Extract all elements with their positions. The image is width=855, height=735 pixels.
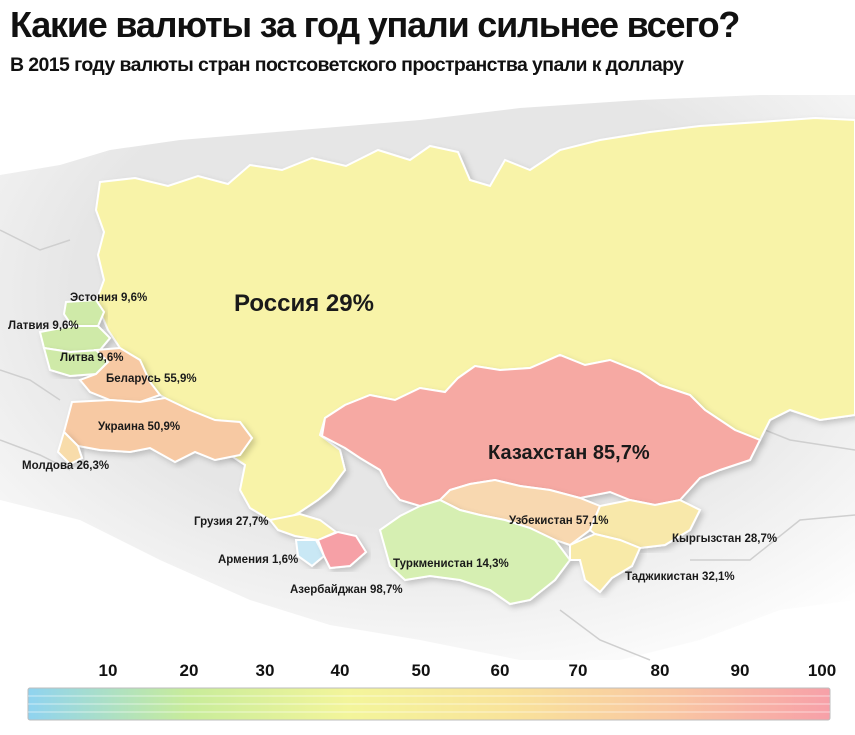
scale-tick-80: 80 <box>651 661 670 680</box>
label-lithuania: Литва 9,6% <box>60 352 124 364</box>
scale-tick-70: 70 <box>569 661 588 680</box>
label-belarus: Беларусь 55,9% <box>106 373 197 385</box>
label-ukraine: Украина 50,9% <box>98 421 180 433</box>
country-kazakhstan[interactable] <box>320 353 762 508</box>
label-latvia: Латвия 9,6% <box>8 320 79 332</box>
label-kazakhstan: Казахстан 85,7% <box>488 442 650 464</box>
page-subtitle: В 2015 году валюты стран постсоветского … <box>10 54 684 76</box>
label-moldova: Молдова 26,3% <box>22 460 109 472</box>
label-georgia: Грузия 27,7% <box>194 516 269 528</box>
country-ukraine[interactable] <box>62 396 254 464</box>
label-russia: Россия 29% <box>234 290 374 317</box>
label-kyrgyzstan: Кыргызстан 28,7% <box>672 533 777 545</box>
page-title: Какие валюты за год упали сильнее всего? <box>10 4 740 45</box>
scale-tick-90: 90 <box>731 661 750 680</box>
label-turkmenistan: Туркменистан 14,3% <box>393 558 509 570</box>
label-azerbaijan: Азербайджан 98,7% <box>290 584 403 596</box>
scale-tick-40: 40 <box>331 661 350 680</box>
label-tajikistan: Таджикистан 32,1% <box>625 571 735 583</box>
scale-tick-60: 60 <box>491 661 510 680</box>
label-armenia: Армения 1,6% <box>218 554 298 566</box>
background-borders <box>0 229 855 661</box>
scale-tick-30: 30 <box>256 661 275 680</box>
label-uzbekistan: Узбекистан 57,1% <box>509 515 609 527</box>
country-tajikistan[interactable] <box>569 532 642 594</box>
label-estonia: Эстония 9,6% <box>70 292 147 304</box>
scale-tick-100: 100 <box>808 661 836 680</box>
scale-bar-texture <box>28 695 830 713</box>
legend-scale: 10 20 30 40 50 60 70 80 90 100 <box>27 661 836 721</box>
scale-tick-20: 20 <box>180 661 199 680</box>
country-armenia[interactable] <box>294 539 326 568</box>
country-azerbaijan[interactable] <box>316 530 368 570</box>
country-labels: Эстония 9,6% Латвия 9,6% Литва 9,6% Бела… <box>8 290 777 596</box>
country-moldova[interactable] <box>56 430 84 466</box>
scale-tick-50: 50 <box>412 661 431 680</box>
scale-tick-10: 10 <box>99 661 118 680</box>
